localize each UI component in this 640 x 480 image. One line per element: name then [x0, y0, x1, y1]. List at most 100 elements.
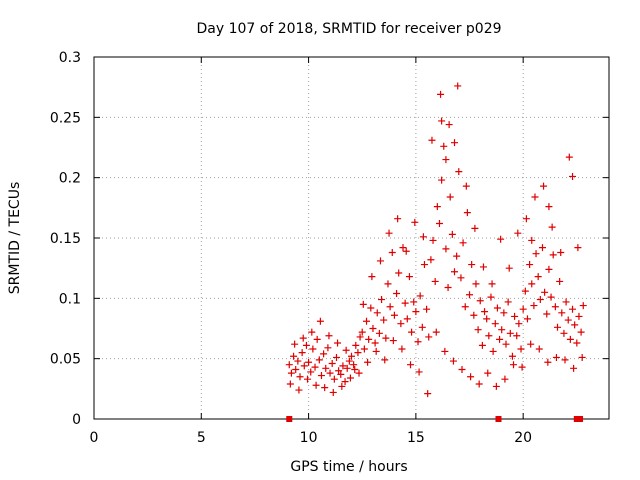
data-point — [403, 315, 411, 323]
data-point — [329, 388, 337, 396]
data-point — [510, 361, 518, 369]
data-point — [425, 333, 433, 341]
data-point — [514, 229, 522, 237]
data-point — [385, 229, 393, 237]
data-point — [312, 381, 320, 389]
y-tick-label: 0.3 — [59, 50, 81, 66]
data-point — [433, 203, 441, 211]
data-point — [354, 349, 362, 357]
data-point — [448, 230, 456, 238]
data-point — [368, 273, 376, 281]
axis-ticks: 0 5 10 15 20 0 0.05 0.1 0.15 0.2 0.25 0.3 — [50, 50, 609, 446]
data-point — [578, 353, 586, 361]
data-point — [420, 261, 428, 269]
data-point — [488, 280, 496, 288]
data-point — [545, 203, 553, 211]
data-point — [513, 332, 521, 340]
baseline-marker — [573, 416, 580, 422]
data-point — [468, 261, 476, 269]
data-point — [557, 248, 565, 256]
data-point — [398, 345, 406, 353]
data-point — [342, 346, 350, 354]
data-point — [519, 305, 527, 313]
data-point — [393, 290, 401, 298]
data-point — [511, 312, 519, 320]
data-point — [530, 302, 538, 310]
data-point — [564, 316, 572, 324]
x-tick-label: 0 — [90, 430, 99, 446]
data-point — [548, 223, 556, 231]
data-point — [534, 273, 542, 281]
y-tick-label: 0 — [72, 412, 81, 428]
data-point — [356, 333, 364, 341]
data-point — [388, 248, 396, 256]
data-point — [300, 362, 308, 370]
data-point — [543, 310, 551, 318]
data-point — [458, 366, 466, 374]
data-point — [378, 296, 386, 304]
data-point — [554, 323, 561, 331]
data-point — [463, 209, 471, 217]
data-point — [483, 315, 491, 323]
data-point — [577, 328, 585, 336]
data-point — [487, 293, 495, 301]
data-point — [296, 373, 304, 381]
data-point — [449, 357, 457, 365]
data-point — [358, 328, 366, 336]
data-point — [566, 335, 574, 343]
data-point — [341, 378, 349, 386]
data-point — [416, 292, 424, 300]
data-point — [565, 153, 573, 161]
data-point — [381, 356, 389, 364]
data-point — [313, 335, 321, 343]
data-point — [407, 361, 415, 369]
data-point — [562, 298, 570, 306]
data-point — [405, 273, 413, 281]
data-point — [365, 335, 373, 343]
baseline-markers — [286, 416, 584, 422]
data-point — [461, 303, 469, 311]
data-point — [415, 368, 423, 376]
data-point — [395, 269, 403, 277]
data-point — [332, 353, 340, 361]
data-point — [504, 298, 512, 306]
data-point — [466, 291, 474, 299]
data-point — [545, 265, 553, 273]
data-point — [472, 280, 480, 288]
data-point — [386, 303, 394, 311]
data-point — [295, 386, 303, 394]
data-point — [343, 364, 351, 372]
data-point — [571, 321, 579, 329]
baseline-marker — [577, 416, 584, 422]
data-point — [579, 302, 587, 310]
data-point — [558, 309, 566, 317]
data-point — [423, 305, 431, 313]
data-point — [451, 268, 458, 276]
y-tick-label: 0.05 — [50, 352, 81, 368]
data-point — [299, 334, 307, 342]
data-point — [363, 317, 371, 325]
data-point — [315, 356, 323, 364]
data-point — [484, 369, 492, 377]
chart-title: Day 107 of 2018, SRMTID for receiver p02… — [196, 21, 501, 37]
data-point — [376, 257, 384, 265]
data-point — [544, 358, 552, 366]
data-point — [346, 374, 354, 382]
data-point — [419, 233, 427, 241]
data-point — [345, 357, 353, 365]
data-point — [334, 339, 342, 347]
data-point — [390, 311, 398, 319]
data-point — [324, 344, 332, 352]
data-point — [355, 369, 363, 377]
data-point — [294, 357, 302, 365]
y-tick-label: 0.15 — [50, 231, 81, 247]
data-point — [330, 375, 338, 383]
data-point — [442, 245, 450, 253]
data-point — [397, 320, 405, 328]
data-point — [371, 339, 379, 347]
data-point — [369, 325, 377, 332]
data-point — [508, 352, 516, 360]
data-point — [424, 390, 432, 398]
data-points — [285, 82, 587, 398]
data-point — [445, 121, 453, 129]
